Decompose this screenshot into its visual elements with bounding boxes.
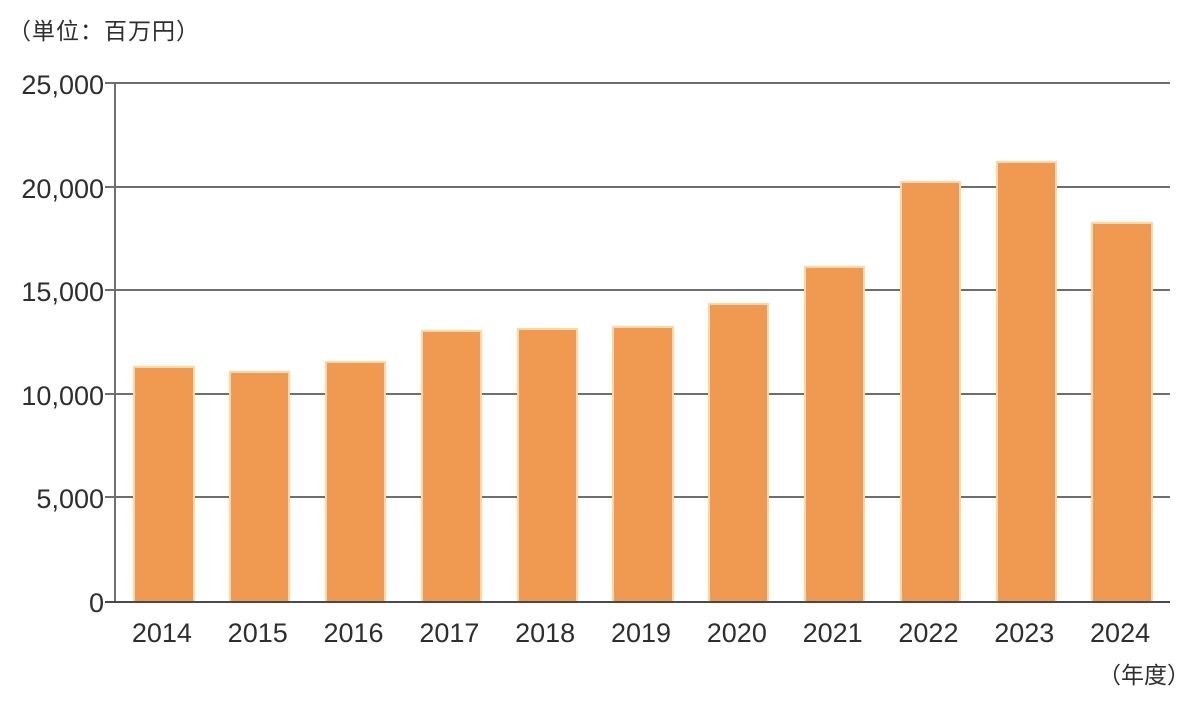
bar-2024 — [1091, 221, 1153, 601]
bar-2020 — [708, 302, 770, 601]
gridline-15000 — [105, 289, 1170, 292]
x-tick-label: 2020 — [706, 618, 767, 648]
x-tick-label: 2021 — [802, 618, 863, 648]
x-tick-label: 2014 — [131, 618, 192, 648]
x-tick-label: 2016 — [323, 618, 384, 648]
bar-2015 — [229, 371, 291, 601]
x-tick-label: 2015 — [227, 618, 288, 648]
y-tick-label: 25,000 — [21, 70, 104, 100]
x-tick-label: 2019 — [610, 618, 672, 648]
x-tick-label: 2023 — [994, 618, 1055, 648]
x-tick-label: 2022 — [898, 618, 959, 648]
bar-2016 — [324, 360, 387, 601]
bar-2018 — [516, 327, 578, 601]
bar-2022 — [899, 181, 962, 601]
y-tick-label: 15,000 — [21, 277, 104, 308]
baseline-tick — [105, 601, 116, 603]
gridline-25000 — [105, 82, 1170, 84]
y-tick-label: 10,000 — [21, 380, 104, 411]
bar-2017 — [420, 329, 482, 601]
x-tick-label: 2018 — [515, 618, 576, 648]
x-tick-label: 2017 — [419, 618, 480, 648]
gridline-20000 — [105, 185, 1170, 188]
y-tick-label: 5,000 — [36, 484, 104, 515]
bar-2014 — [133, 365, 195, 601]
y-tick-label: 0 — [88, 588, 104, 618]
y-tick-label: 20,000 — [21, 173, 104, 204]
x-tick-label: 2024 — [1090, 618, 1151, 648]
chart-unit-label: （単位：百万円） — [8, 18, 200, 44]
bar-2019 — [612, 326, 674, 601]
bar-2023 — [995, 160, 1057, 601]
x-axis-unit-label: （年度） — [1098, 662, 1190, 688]
bar-2021 — [803, 266, 866, 601]
plot-area — [105, 82, 1170, 603]
